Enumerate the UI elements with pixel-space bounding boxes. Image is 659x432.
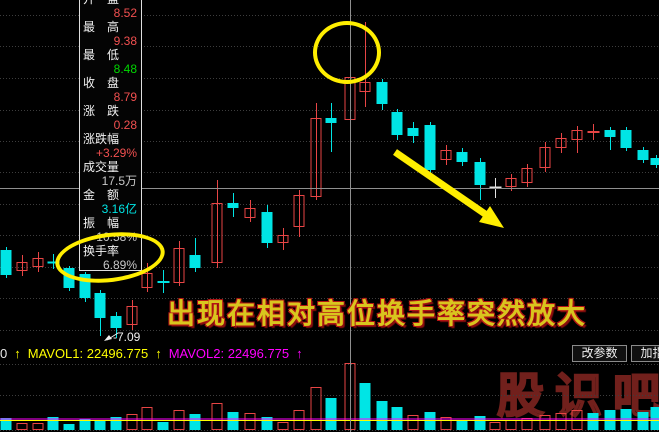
mavol2-label: MAVOL2: 22496.775 (168, 345, 290, 361)
mavol2-up-icon: ↑ (296, 345, 303, 361)
close-value: 8.79 (113, 90, 137, 104)
watermark: 股识吧 (496, 368, 659, 423)
change-pct-value: +3.29% (95, 146, 137, 160)
change-params-button[interactable]: 改参数 (572, 345, 627, 362)
quote-info-panel: 开 盘 8.52 最 高 9.38 最 低 8.48 收 盘 8.79 涨 跌 … (79, 0, 142, 271)
add-indicator-button[interactable]: 加指标 (631, 345, 659, 362)
indicator-status-bar: 0 ↑ MAVOL1: 22496.775 ↑ MAVOL2: 22496.77… (0, 344, 659, 362)
turnover-label: 换手率 (83, 244, 120, 258)
amount-value: 3.16亿 (101, 202, 137, 216)
highlight-circle-peak (313, 21, 381, 84)
annotation-text: 出现在相对高位换手率突然放大 (167, 299, 588, 330)
mavol1-up-icon: ↑ (155, 345, 162, 361)
close-label: 收 盘 (83, 76, 120, 90)
amplitude-value: 10.58% (96, 230, 137, 244)
mavol1-label: MAVOL1: 22496.775 (27, 345, 149, 361)
mavol1-arrow-icon: ↑ (14, 345, 21, 361)
amount-label: 金 额 (83, 188, 120, 202)
indicator-prefix: 0 (0, 345, 8, 361)
volume-value: 17.5万 (101, 174, 137, 188)
change-value: 0.28 (113, 118, 137, 132)
amplitude-label: 振 幅 (83, 216, 120, 230)
open-label: 开 盘 (80, 0, 141, 6)
change-pct-label: 涨跌幅 (83, 132, 120, 146)
change-label: 涨 跌 (83, 104, 120, 118)
volume-label: 成交量 (83, 160, 120, 174)
turnover-value: 6.89% (102, 258, 137, 271)
low-price-label: -7.09 (113, 330, 141, 344)
low-label: 最 低 (83, 48, 120, 62)
open-value: 8.52 (113, 6, 137, 20)
low-value: 8.48 (113, 62, 137, 76)
high-label: 最 高 (83, 20, 120, 34)
high-value: 9.38 (113, 34, 137, 48)
